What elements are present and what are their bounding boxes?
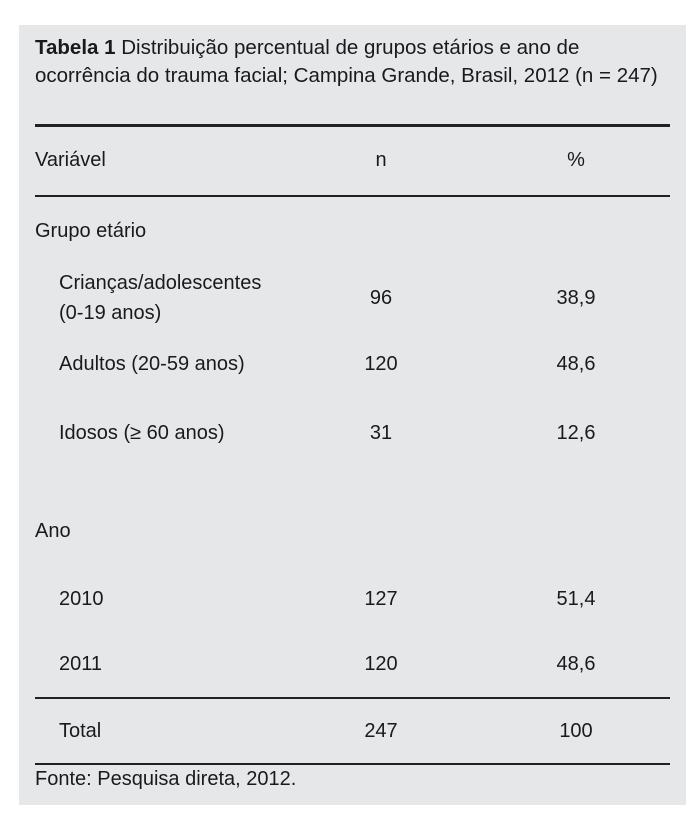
row-label-line2: (0-19 anos) (59, 302, 162, 324)
row-n: 96 (369, 287, 393, 309)
bottom-rule (35, 763, 670, 765)
row-n: 120 (364, 653, 398, 675)
row-pct: 38,9 (556, 287, 596, 309)
group-title: Ano (35, 520, 71, 542)
row-n: 31 (369, 422, 393, 444)
table-panel (19, 25, 686, 805)
row-pct: 51,4 (556, 588, 596, 610)
row-label: Idosos (≥ 60 anos) (59, 422, 225, 444)
header-rule (35, 195, 670, 197)
row-n: 120 (364, 353, 398, 375)
total-pct: 100 (559, 720, 593, 742)
row-label: Crianças/adolescentes (59, 272, 262, 294)
top-rule (35, 124, 670, 127)
table-source: Fonte: Pesquisa direta, 2012. (35, 768, 297, 790)
row-pct: 48,6 (556, 353, 596, 375)
total-rule (35, 697, 670, 699)
row-pct: 48,6 (556, 653, 596, 675)
total-label: Total (59, 720, 102, 742)
table-caption: Tabela 1 Distribuição percentual de grup… (35, 34, 675, 90)
row-label: 2010 (59, 588, 104, 610)
total-n: 247 (364, 720, 398, 742)
table-caption-text: Distribuição percentual de grupos etário… (35, 36, 658, 87)
header-variavel: Variável (35, 149, 106, 171)
row-label: Adultos (20-59 anos) (59, 353, 245, 375)
row-n: 127 (364, 588, 398, 610)
table-label: Tabela 1 (35, 36, 116, 59)
row-pct: 12,6 (556, 422, 596, 444)
row-label: 2011 (59, 653, 103, 675)
group-title: Grupo etário (35, 220, 147, 242)
header-pct: % (567, 149, 585, 171)
header-n: n (375, 149, 387, 171)
